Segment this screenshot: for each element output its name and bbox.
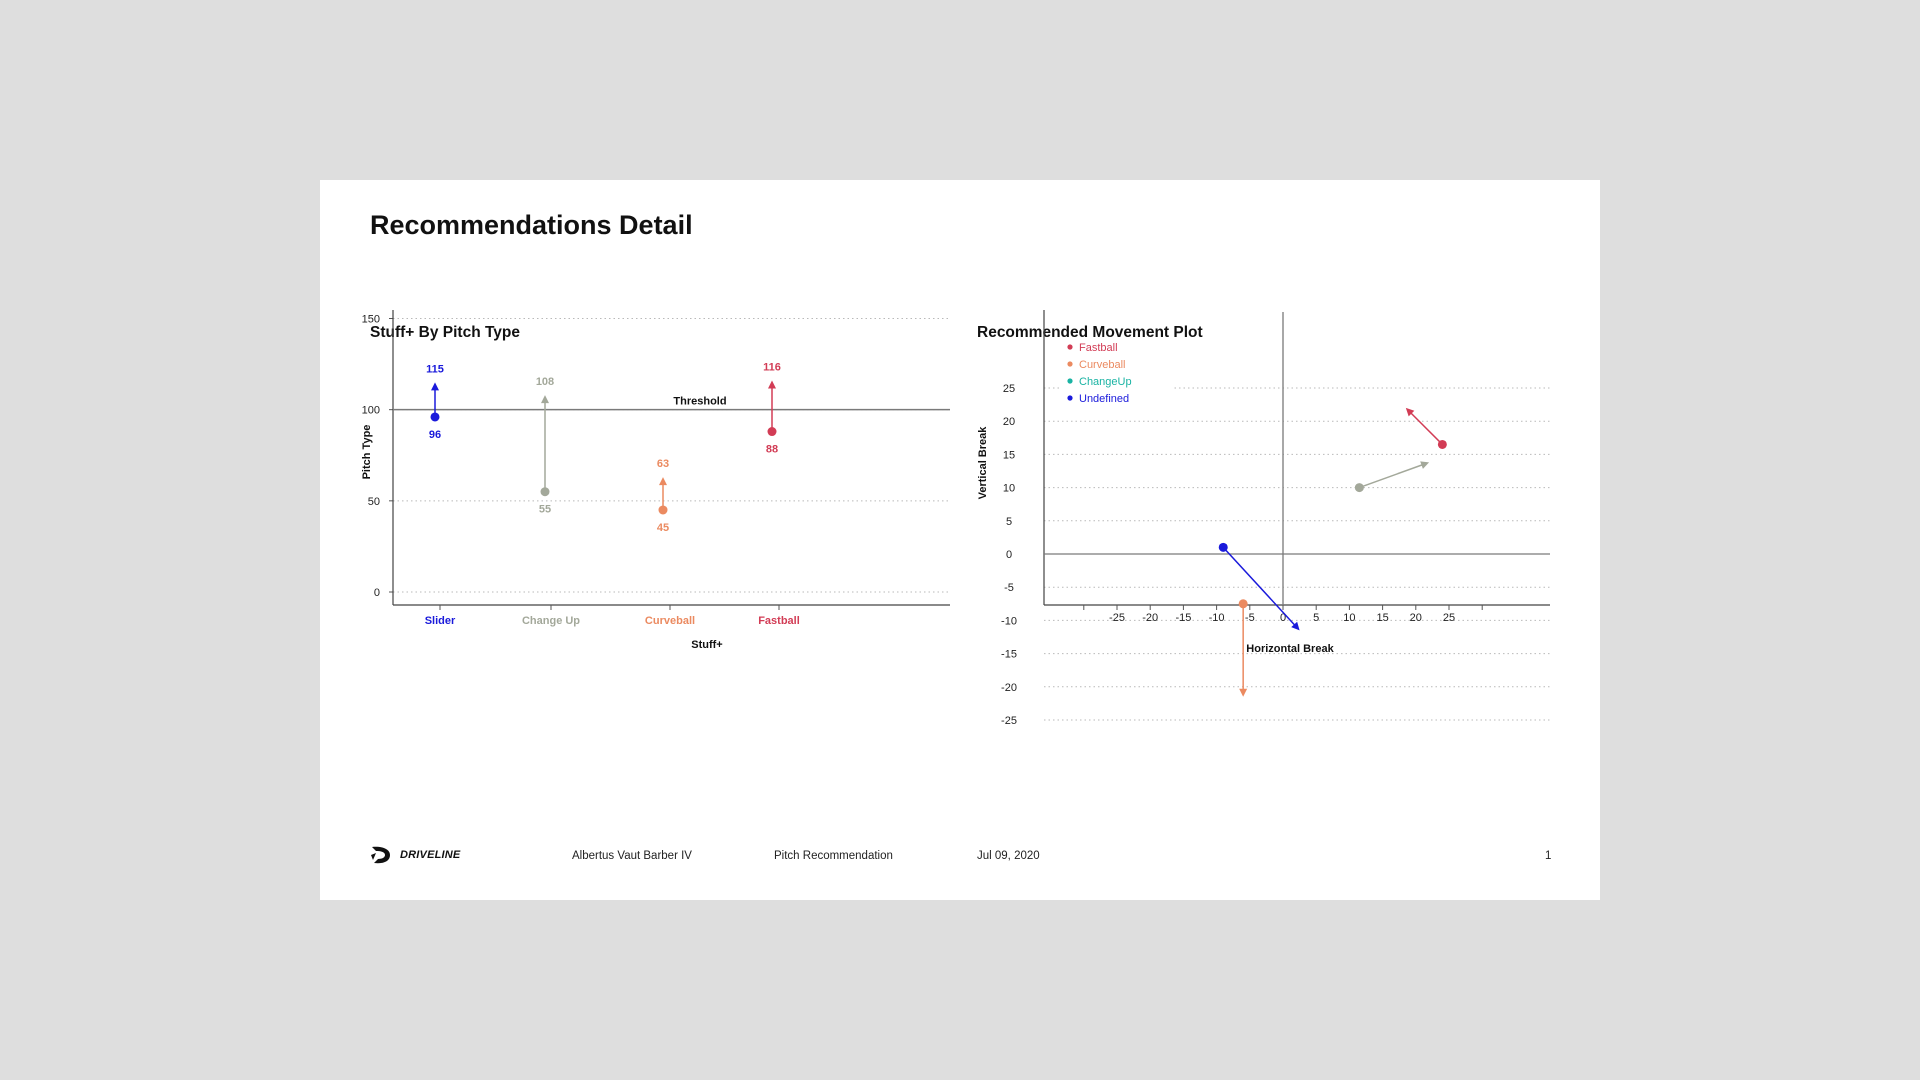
- recommended-value-label: 115: [426, 363, 444, 375]
- y-tick-label: 50: [368, 496, 380, 508]
- recommended-value-label: 108: [536, 376, 554, 388]
- x-tick-label: -25: [1109, 612, 1125, 624]
- movement-arrow-head: [1291, 621, 1300, 631]
- x-category-label: Fastball: [758, 615, 800, 627]
- movement-current-point: [1437, 439, 1447, 449]
- x-category-label: Slider: [425, 615, 456, 627]
- x-tick-label: -10: [1209, 612, 1225, 624]
- x-axis-label: Stuff+: [691, 639, 722, 651]
- x-category-label: Curveball: [645, 615, 695, 627]
- current-value-label: 96: [429, 429, 441, 441]
- legend-entry: Undefined: [1079, 393, 1129, 405]
- y-tick-label: 100: [362, 405, 380, 417]
- y-tick-label: 150: [362, 314, 380, 326]
- legend-background: [1062, 338, 1172, 408]
- stuff-current-point: [540, 487, 550, 497]
- movement-arrow-head: [1405, 407, 1415, 417]
- x-tick-label: 0: [1280, 612, 1286, 624]
- stuff-current-point: [767, 427, 777, 437]
- y-tick-label: -15: [1001, 649, 1017, 661]
- charts-canvas: 050100150Threshold11596Slider10855Change…: [361, 310, 1550, 727]
- legend-marker: [1067, 344, 1073, 350]
- x-tick-label: 20: [1410, 612, 1422, 624]
- movement-current-point: [1218, 542, 1228, 552]
- current-value-label: 88: [766, 444, 778, 456]
- legend-entry: Fastball: [1079, 342, 1118, 354]
- footer-report-name: Pitch Recommendation: [774, 850, 893, 862]
- recommended-value-label: 63: [657, 458, 669, 470]
- stuff-current-point: [430, 412, 440, 422]
- movement-arrow-shaft: [1359, 464, 1423, 489]
- recommended-value-label: 116: [763, 361, 781, 373]
- x-tick-label: 5: [1313, 612, 1319, 624]
- driveline-logo-icon: [371, 846, 390, 864]
- x-tick-label: -20: [1142, 612, 1158, 624]
- movement-arrow-shaft: [1410, 412, 1443, 445]
- legend-marker: [1067, 378, 1073, 384]
- x-tick-label: 25: [1443, 612, 1455, 624]
- legend-entry: ChangeUp: [1079, 376, 1132, 388]
- current-value-label: 45: [657, 522, 669, 534]
- y-tick-label: -25: [1001, 715, 1017, 727]
- x-tick-label: -15: [1175, 612, 1191, 624]
- threshold-label: Threshold: [673, 396, 726, 408]
- y-axis-label: Pitch Type: [361, 425, 373, 480]
- y-tick-label: -20: [1001, 682, 1017, 694]
- stuff-arrow-head: [541, 395, 549, 404]
- legend-marker: [1067, 361, 1073, 367]
- movement-current-point: [1354, 483, 1364, 493]
- y-tick-label: 25: [1003, 383, 1015, 395]
- stuff-chart-title: Stuff+ By Pitch Type: [370, 324, 520, 341]
- movement-arrow-shaft: [1222, 546, 1296, 626]
- movement-current-point: [1238, 599, 1248, 609]
- x-tick-label: -5: [1245, 612, 1255, 624]
- y-tick-label: 10: [1003, 483, 1015, 495]
- footer-athlete-name: Albertus Vaut Barber IV: [572, 850, 692, 862]
- stuff-arrow-head: [431, 382, 439, 391]
- stuff-arrow-head: [768, 380, 776, 389]
- y-tick-label: -5: [1004, 582, 1014, 594]
- footer-page-number: 1: [1545, 850, 1552, 862]
- brand-text: DRIVELINE: [400, 849, 461, 861]
- movement-arrow-head: [1420, 461, 1430, 469]
- footer: DRIVELINE Albertus Vaut Barber IV Pitch …: [320, 840, 1600, 870]
- slide: Recommendations Detail Stuff+ By Pitch T…: [320, 180, 1600, 900]
- page-title: Recommendations Detail: [370, 210, 693, 240]
- y-tick-label: 20: [1003, 416, 1015, 428]
- movement-chart: 25 20 15 10 5 0 -5 -10 -15 -20 -25 -25 -20 -15 -10 -5 0 5…: [977, 310, 1550, 727]
- legend-marker: [1067, 395, 1073, 401]
- stuff-current-point: [658, 505, 668, 515]
- y-tick-label: 5: [1006, 516, 1012, 528]
- x-category-label: Change Up: [522, 615, 580, 627]
- y-axis-label: Vertical Break: [977, 426, 989, 500]
- movement-chart-title: Recommended Movement Plot: [977, 324, 1203, 341]
- driveline-logo: DRIVELINE: [370, 840, 460, 870]
- stuff-chart: 0 50 100 150 Threshold 115 96 Slider 108 55 Change…: [361, 310, 950, 651]
- y-tick-label: 0: [374, 587, 380, 599]
- y-tick-label: 0: [1006, 549, 1012, 561]
- x-tick-label: 10: [1343, 612, 1355, 624]
- x-axis-label: Horizontal Break: [1246, 643, 1334, 655]
- y-tick-label: -10: [1001, 615, 1017, 627]
- current-value-label: 55: [539, 504, 551, 516]
- y-tick-label: 15: [1003, 449, 1015, 461]
- stuff-arrow-head: [659, 477, 667, 486]
- movement-arrow-head: [1239, 688, 1248, 697]
- x-tick-label: 15: [1376, 612, 1388, 624]
- footer-date: Jul 09, 2020: [977, 850, 1040, 862]
- legend-entry: Curveball: [1079, 359, 1125, 371]
